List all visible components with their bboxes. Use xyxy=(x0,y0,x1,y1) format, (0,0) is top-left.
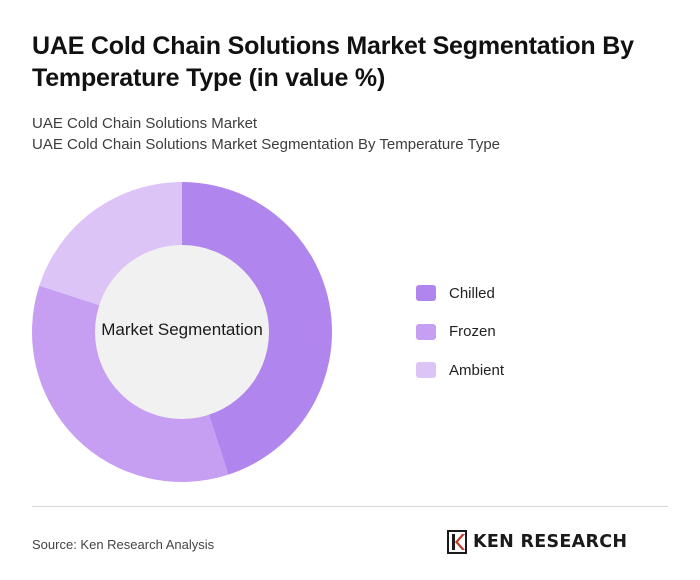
legend-label-chilled: Chilled xyxy=(449,284,495,302)
legend-swatch-frozen xyxy=(416,323,436,340)
legend-swatch-ambient xyxy=(416,362,436,378)
brand-name: KEN RESEARCH xyxy=(473,532,628,552)
donut-center-label: Market Segmentation xyxy=(101,320,263,339)
donut-hole xyxy=(95,245,269,419)
legend-item-frozen: Frozen xyxy=(416,322,504,342)
chart-legend: Chilled Frozen Ambient xyxy=(416,283,504,399)
legend-item-chilled: Chilled xyxy=(416,283,504,303)
legend-item-ambient: Ambient xyxy=(416,360,504,380)
legend-label-ambient: Ambient xyxy=(449,361,505,379)
legend-swatch-chilled xyxy=(416,285,436,301)
ken-research-logo: KEN RESEARCH xyxy=(447,530,627,554)
subtitle-line-2: UAE Cold Chain Solutions Market Segmenta… xyxy=(32,136,501,153)
source-note: Source: Ken Research Analysis xyxy=(32,537,215,552)
legend-label-frozen: Frozen xyxy=(449,323,496,340)
footer-divider xyxy=(32,506,668,507)
ken-logo-icon xyxy=(447,530,467,554)
subtitle-line-1: UAE Cold Chain Solutions Market xyxy=(32,115,258,132)
chart-title: UAE Cold Chain Solutions Market Segmenta… xyxy=(32,32,634,92)
donut-chart xyxy=(31,182,333,483)
chart-subtitle: UAE Cold Chain Solutions Market UAE Cold… xyxy=(32,113,672,155)
